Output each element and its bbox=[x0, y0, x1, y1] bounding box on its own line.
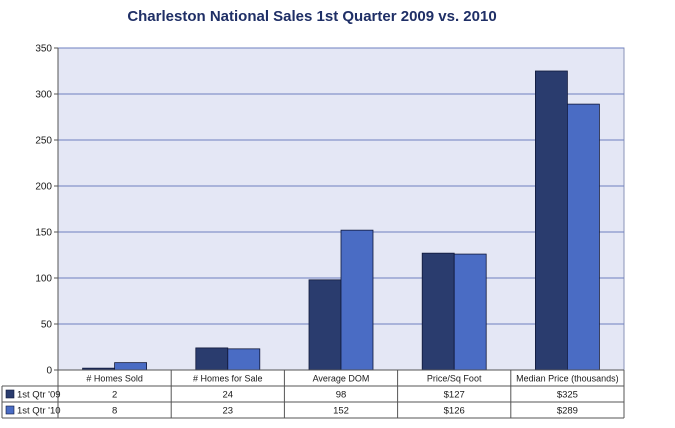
y-tick-label: 350 bbox=[35, 44, 52, 55]
y-tick-label: 0 bbox=[46, 366, 52, 377]
data-label: $289 bbox=[557, 406, 578, 417]
legend-swatch bbox=[5, 405, 15, 415]
bar bbox=[114, 362, 147, 371]
x-category-label: Price/Sq Foot bbox=[427, 374, 482, 384]
legend-label: 1st Qtr '09 bbox=[17, 390, 61, 401]
data-label: $127 bbox=[444, 390, 465, 401]
chart-title: Charleston National Sales 1st Quarter 20… bbox=[127, 8, 496, 25]
plot-area: 0 50 100 150 200 250 300 350 bbox=[35, 44, 625, 377]
legend-label: 1st Qtr '10 bbox=[17, 406, 61, 417]
x-category-label: Median Price (thousands) bbox=[516, 374, 619, 384]
y-tick-label: 300 bbox=[35, 90, 52, 101]
data-label: 98 bbox=[336, 390, 347, 401]
y-tick-label: 200 bbox=[35, 182, 52, 193]
x-category-label: # Homes Sold bbox=[86, 374, 143, 384]
data-label: 152 bbox=[333, 406, 349, 417]
y-tick-label: 250 bbox=[35, 136, 52, 147]
data-label: $325 bbox=[557, 390, 578, 401]
data-label: 23 bbox=[223, 406, 234, 417]
data-label: $126 bbox=[444, 406, 465, 417]
y-tick-label: 150 bbox=[35, 228, 52, 239]
data-table: # Homes Sold # Homes for Sale Average DOM P… bbox=[1, 369, 625, 419]
bar bbox=[453, 253, 487, 371]
bar bbox=[308, 279, 342, 371]
x-category-label: Average DOM bbox=[313, 374, 370, 384]
data-label: 24 bbox=[223, 390, 234, 401]
bar bbox=[195, 347, 229, 371]
bar bbox=[535, 70, 568, 371]
x-category-label: # Homes for Sale bbox=[193, 374, 263, 384]
data-label: 2 bbox=[112, 390, 117, 401]
data-label: 8 bbox=[112, 406, 117, 417]
legend-swatch bbox=[5, 389, 15, 399]
bar bbox=[340, 229, 374, 371]
bar bbox=[227, 348, 261, 371]
bar bbox=[421, 252, 455, 371]
bar bbox=[567, 103, 600, 371]
y-tick-label: 50 bbox=[41, 320, 53, 331]
y-tick-label: 100 bbox=[35, 274, 52, 285]
